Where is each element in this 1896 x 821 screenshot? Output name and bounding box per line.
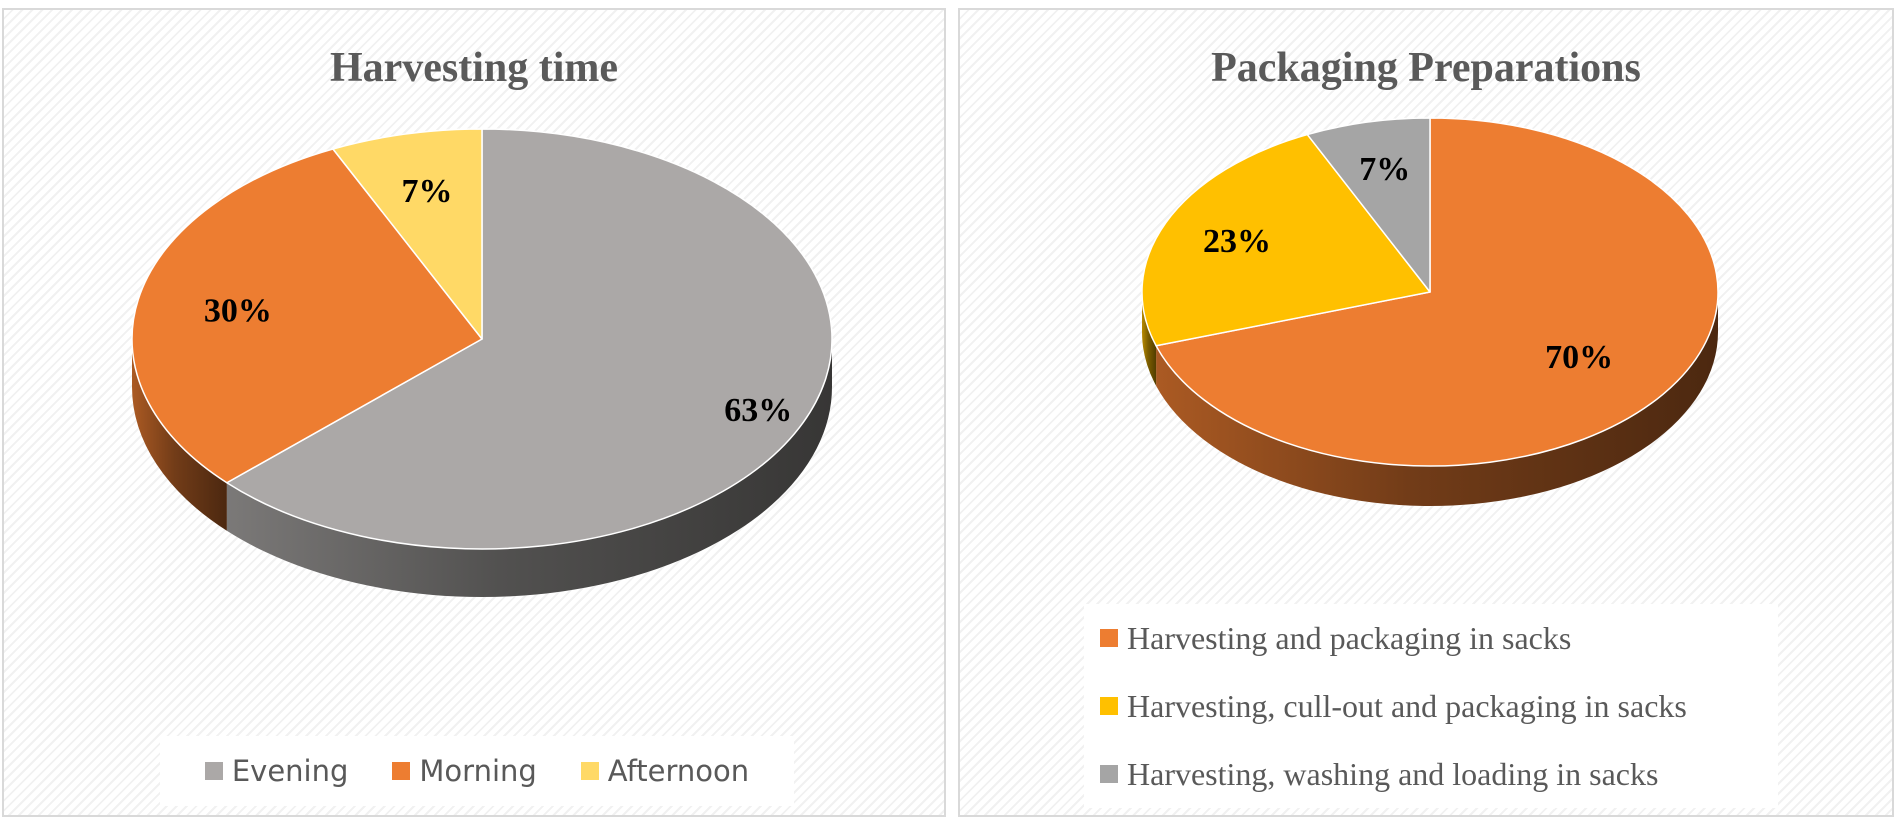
legend-label: Harvesting, cull-out and packaging in sa…: [1127, 687, 1687, 724]
legend-item-washing-loading: Harvesting, washing and loading in sacks: [1100, 756, 1778, 793]
legend-item-packaging-in-sacks: Harvesting and packaging in sacks: [1100, 620, 1778, 657]
legend-label: Harvesting, washing and loading in sacks: [1127, 755, 1659, 792]
legend-label: Harvesting and packaging in sacks: [1127, 619, 1572, 656]
legend-label: Morning: [419, 754, 537, 788]
pie-side-1: [132, 339, 227, 531]
legend-swatch: [392, 762, 411, 780]
pie-side-0: [1156, 292, 1718, 506]
legend-label: Afternoon: [607, 754, 750, 788]
pie-side-0: [226, 339, 833, 598]
legend-swatch: [204, 762, 223, 780]
chart-title: Harvesting time: [329, 45, 619, 91]
chart-title: Packaging Preparations: [1211, 45, 1641, 91]
pie-slice-0: [226, 128, 833, 550]
data-label-0: 70%: [1545, 339, 1613, 376]
data-label-2: 7%: [402, 173, 453, 210]
legend: Evening Morning Afternoon: [160, 736, 794, 806]
legend-item-afternoon: Afternoon: [580, 754, 750, 788]
pie-slice-2: [332, 128, 483, 340]
legend-swatch: [580, 762, 599, 780]
pie-chart: 70% 23% 7%: [1141, 117, 1719, 506]
data-label-0: 63%: [724, 392, 792, 429]
pie-slice-0: [1155, 117, 1719, 467]
legend-swatch: [1100, 765, 1118, 783]
pie-slice-1: [1141, 133, 1431, 347]
legend-swatch: [1100, 629, 1118, 647]
legend-item-evening: Evening: [204, 754, 349, 788]
pie-slice-2: [1306, 117, 1431, 293]
legend-item-cull-out: Harvesting, cull-out and packaging in sa…: [1100, 688, 1778, 725]
chart-panel-harvesting-time: Harvesting time 63% 30% 7% Evening Morning…: [2, 8, 946, 817]
legend: Harvesting and packaging in sacks Harves…: [1084, 604, 1778, 808]
legend-item-morning: Morning: [392, 754, 537, 788]
pie-slice-1: [131, 148, 483, 484]
pie-chart: 63% 30% 7%: [131, 128, 833, 598]
pie-side-walls: [1142, 292, 1718, 506]
chart-panel-packaging-preparations: Packaging Preparations 70% 23% 7% Harvesti…: [958, 8, 1894, 817]
legend-swatch: [1100, 697, 1118, 715]
data-label-1: 23%: [1203, 223, 1271, 260]
legend-label: Evening: [231, 754, 349, 788]
pie-side-walls: [132, 339, 833, 598]
data-label-1: 30%: [204, 293, 272, 330]
pie-side-1: [1142, 292, 1157, 386]
data-label-2: 7%: [1359, 151, 1410, 188]
